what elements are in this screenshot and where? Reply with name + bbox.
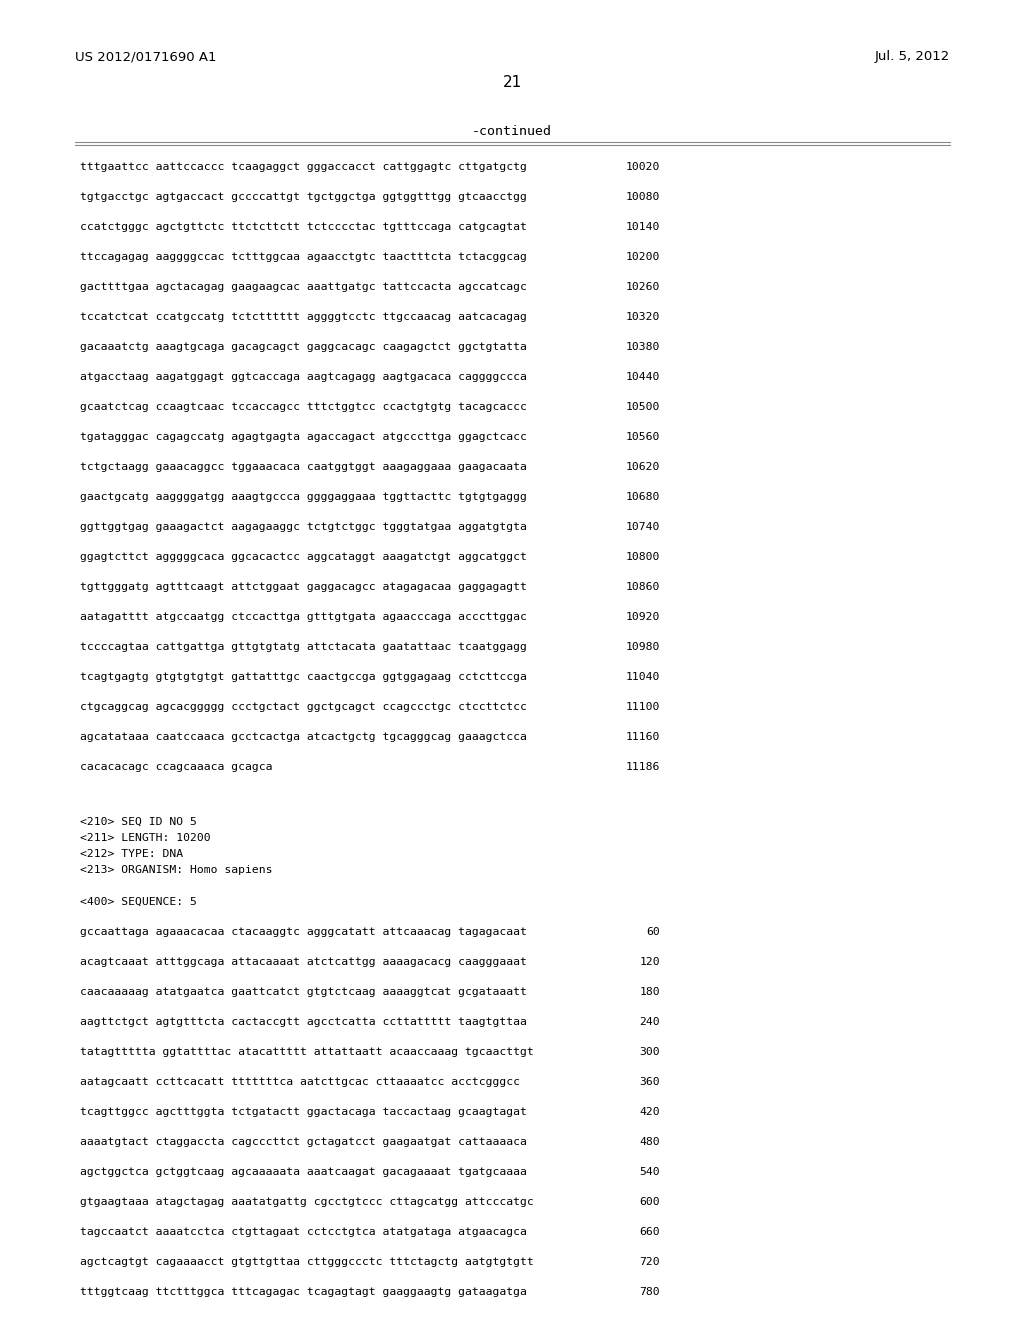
Text: <400> SEQUENCE: 5: <400> SEQUENCE: 5 xyxy=(80,898,197,907)
Text: 10800: 10800 xyxy=(626,552,660,562)
Text: 300: 300 xyxy=(639,1047,660,1057)
Text: tgtgacctgc agtgaccact gccccattgt tgctggctga ggtggtttgg gtcaacctgg: tgtgacctgc agtgaccact gccccattgt tgctggc… xyxy=(80,191,527,202)
Text: <211> LENGTH: 10200: <211> LENGTH: 10200 xyxy=(80,833,211,843)
Text: 660: 660 xyxy=(639,1228,660,1237)
Text: 10680: 10680 xyxy=(626,492,660,502)
Text: ctgcaggcag agcacggggg ccctgctact ggctgcagct ccagccctgc ctccttctcc: ctgcaggcag agcacggggg ccctgctact ggctgca… xyxy=(80,702,527,711)
Text: Jul. 5, 2012: Jul. 5, 2012 xyxy=(874,50,950,63)
Text: 21: 21 xyxy=(503,75,521,90)
Text: 10080: 10080 xyxy=(626,191,660,202)
Text: gaactgcatg aaggggatgg aaagtgccca ggggaggaaa tggttacttc tgtgtgaggg: gaactgcatg aaggggatgg aaagtgccca ggggagg… xyxy=(80,492,527,502)
Text: tctgctaagg gaaacaggcc tggaaacaca caatggtggt aaagaggaaa gaagacaata: tctgctaagg gaaacaggcc tggaaacaca caatggt… xyxy=(80,462,527,473)
Text: aagttctgct agtgtttcta cactaccgtt agcctcatta ccttattttt taagtgttaa: aagttctgct agtgtttcta cactaccgtt agcctca… xyxy=(80,1016,527,1027)
Text: atgacctaag aagatggagt ggtcaccaga aagtcagagg aagtgacaca caggggccca: atgacctaag aagatggagt ggtcaccaga aagtcag… xyxy=(80,372,527,381)
Text: tgttgggatg agtttcaagt attctggaat gaggacagcc atagagacaa gaggagagtt: tgttgggatg agtttcaagt attctggaat gaggaca… xyxy=(80,582,527,591)
Text: 10020: 10020 xyxy=(626,162,660,172)
Text: ggttggtgag gaaagactct aagagaaggc tctgtctggc tgggtatgaa aggatgtgta: ggttggtgag gaaagactct aagagaaggc tctgtct… xyxy=(80,521,527,532)
Text: 10620: 10620 xyxy=(626,462,660,473)
Text: 10200: 10200 xyxy=(626,252,660,261)
Text: 11100: 11100 xyxy=(626,702,660,711)
Text: 180: 180 xyxy=(639,987,660,997)
Text: tgatagggac cagagccatg agagtgagta agaccagact atgcccttga ggagctcacc: tgatagggac cagagccatg agagtgagta agaccag… xyxy=(80,432,527,442)
Text: 10980: 10980 xyxy=(626,642,660,652)
Text: caacaaaaag atatgaatca gaattcatct gtgtctcaag aaaaggtcat gcgataaatt: caacaaaaag atatgaatca gaattcatct gtgtctc… xyxy=(80,987,527,997)
Text: 10740: 10740 xyxy=(626,521,660,532)
Text: 540: 540 xyxy=(639,1167,660,1177)
Text: gtgaagtaaa atagctagag aaatatgattg cgcctgtccc cttagcatgg attcccatgc: gtgaagtaaa atagctagag aaatatgattg cgcctg… xyxy=(80,1197,534,1206)
Text: 420: 420 xyxy=(639,1107,660,1117)
Text: cacacacagc ccagcaaaca gcagca: cacacacagc ccagcaaaca gcagca xyxy=(80,762,272,772)
Text: agctggctca gctggtcaag agcaaaaata aaatcaagat gacagaaaat tgatgcaaaa: agctggctca gctggtcaag agcaaaaata aaatcaa… xyxy=(80,1167,527,1177)
Text: 10260: 10260 xyxy=(626,282,660,292)
Text: tcagttggcc agctttggta tctgatactt ggactacaga taccactaag gcaagtagat: tcagttggcc agctttggta tctgatactt ggactac… xyxy=(80,1107,527,1117)
Text: gcaatctcag ccaagtcaac tccaccagcc tttctggtcc ccactgtgtg tacagcaccc: gcaatctcag ccaagtcaac tccaccagcc tttctgg… xyxy=(80,403,527,412)
Text: 360: 360 xyxy=(639,1077,660,1086)
Text: US 2012/0171690 A1: US 2012/0171690 A1 xyxy=(75,50,216,63)
Text: 11186: 11186 xyxy=(626,762,660,772)
Text: 11160: 11160 xyxy=(626,733,660,742)
Text: 10380: 10380 xyxy=(626,342,660,352)
Text: gccaattaga agaaacacaa ctacaaggtc agggcatatt attcaaacag tagagacaat: gccaattaga agaaacacaa ctacaaggtc agggcat… xyxy=(80,927,527,937)
Text: agctcagtgt cagaaaacct gtgttgttaa cttgggccctc tttctagctg aatgtgtgtt: agctcagtgt cagaaaacct gtgttgttaa cttgggc… xyxy=(80,1257,534,1267)
Text: tccatctcat ccatgccatg tctctttttt aggggtcctc ttgccaacag aatcacagag: tccatctcat ccatgccatg tctctttttt aggggtc… xyxy=(80,312,527,322)
Text: 10440: 10440 xyxy=(626,372,660,381)
Text: tttgaattcc aattccaccc tcaagaggct gggaccacct cattggagtc cttgatgctg: tttgaattcc aattccaccc tcaagaggct gggacca… xyxy=(80,162,527,172)
Text: 10320: 10320 xyxy=(626,312,660,322)
Text: tttggtcaag ttctttggca tttcagagac tcagagtagt gaaggaagtg gataagatga: tttggtcaag ttctttggca tttcagagac tcagagt… xyxy=(80,1287,527,1298)
Text: 480: 480 xyxy=(639,1137,660,1147)
Text: -continued: -continued xyxy=(472,125,552,139)
Text: acagtcaaat atttggcaga attacaaaat atctcattgg aaaagacacg caagggaaat: acagtcaaat atttggcaga attacaaaat atctcat… xyxy=(80,957,527,968)
Text: 240: 240 xyxy=(639,1016,660,1027)
Text: 10920: 10920 xyxy=(626,612,660,622)
Text: <212> TYPE: DNA: <212> TYPE: DNA xyxy=(80,849,183,859)
Text: tagccaatct aaaatcctca ctgttagaat cctcctgtca atatgataga atgaacagca: tagccaatct aaaatcctca ctgttagaat cctcctg… xyxy=(80,1228,527,1237)
Text: aatagatttt atgccaatgg ctccacttga gtttgtgata agaacccaga acccttggac: aatagatttt atgccaatgg ctccacttga gtttgtg… xyxy=(80,612,527,622)
Text: tcagtgagtg gtgtgtgtgt gattatttgc caactgccga ggtggagaag cctcttccga: tcagtgagtg gtgtgtgtgt gattatttgc caactgc… xyxy=(80,672,527,682)
Text: gacttttgaa agctacagag gaagaagcac aaattgatgc tattccacta agccatcagc: gacttttgaa agctacagag gaagaagcac aaattga… xyxy=(80,282,527,292)
Text: gacaaatctg aaagtgcaga gacagcagct gaggcacagc caagagctct ggctgtatta: gacaaatctg aaagtgcaga gacagcagct gaggcac… xyxy=(80,342,527,352)
Text: <210> SEQ ID NO 5: <210> SEQ ID NO 5 xyxy=(80,817,197,828)
Text: aaaatgtact ctaggaccta cagcccttct gctagatcct gaagaatgat cattaaaaca: aaaatgtact ctaggaccta cagcccttct gctagat… xyxy=(80,1137,527,1147)
Text: ggagtcttct agggggcaca ggcacactcc aggcataggt aaagatctgt aggcatggct: ggagtcttct agggggcaca ggcacactcc aggcata… xyxy=(80,552,527,562)
Text: 780: 780 xyxy=(639,1287,660,1298)
Text: 10140: 10140 xyxy=(626,222,660,232)
Text: 600: 600 xyxy=(639,1197,660,1206)
Text: 60: 60 xyxy=(646,927,660,937)
Text: aatagcaatt ccttcacatt tttttttca aatcttgcac cttaaaatcc acctcgggcc: aatagcaatt ccttcacatt tttttttca aatcttgc… xyxy=(80,1077,520,1086)
Text: 10500: 10500 xyxy=(626,403,660,412)
Text: ccatctgggc agctgttctc ttctcttctt tctcccctac tgtttccaga catgcagtat: ccatctgggc agctgttctc ttctcttctt tctcccc… xyxy=(80,222,527,232)
Text: tatagttttta ggtattttac atacattttt attattaatt acaaccaaag tgcaacttgt: tatagttttta ggtattttac atacattttt attatt… xyxy=(80,1047,534,1057)
Text: tccccagtaa cattgattga gttgtgtatg attctacata gaatattaac tcaatggagg: tccccagtaa cattgattga gttgtgtatg attctac… xyxy=(80,642,527,652)
Text: 120: 120 xyxy=(639,957,660,968)
Text: <213> ORGANISM: Homo sapiens: <213> ORGANISM: Homo sapiens xyxy=(80,865,272,875)
Text: 11040: 11040 xyxy=(626,672,660,682)
Text: 720: 720 xyxy=(639,1257,660,1267)
Text: agcatataaa caatccaaca gcctcactga atcactgctg tgcagggcag gaaagctcca: agcatataaa caatccaaca gcctcactga atcactg… xyxy=(80,733,527,742)
Text: 10560: 10560 xyxy=(626,432,660,442)
Text: 10860: 10860 xyxy=(626,582,660,591)
Text: ttccagagag aaggggccac tctttggcaa agaacctgtc taactttcta tctacggcag: ttccagagag aaggggccac tctttggcaa agaacct… xyxy=(80,252,527,261)
